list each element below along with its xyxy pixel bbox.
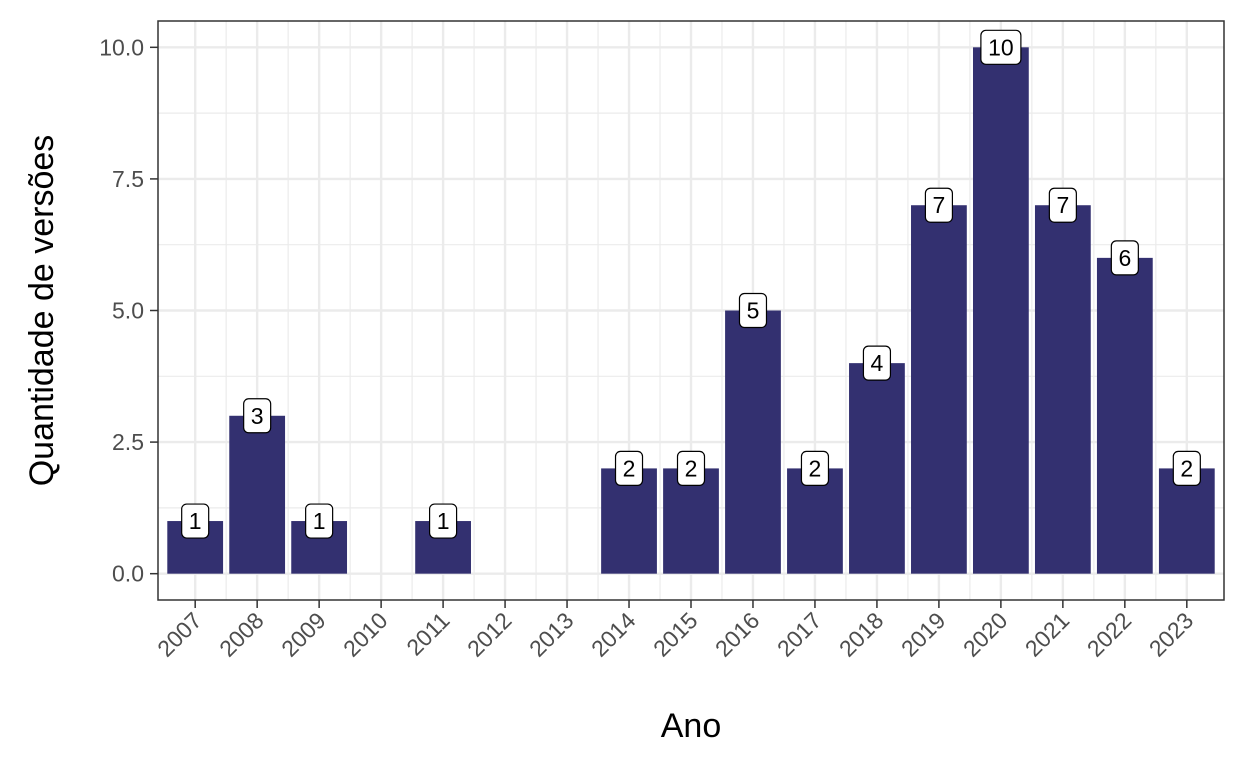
bar-label-2017: 2 <box>800 450 830 487</box>
bar-2008 <box>229 415 286 574</box>
bar-2022 <box>1096 257 1153 574</box>
bar-label-value: 2 <box>623 455 636 481</box>
y-axis-title: Quantidade de versões <box>23 135 61 487</box>
bar-label-value: 2 <box>809 455 822 481</box>
bar-label-2016: 5 <box>738 292 768 329</box>
bar-label-2018: 4 <box>862 345 892 381</box>
x-axis-title: Ano <box>661 707 722 745</box>
bar-label-value: 1 <box>437 508 450 534</box>
bar-label-value: 10 <box>988 34 1014 60</box>
bar-label-2019: 7 <box>924 187 954 223</box>
bar-labels: 1 3 1 1 2 2 5 2 4 7 10 7 6 2 <box>181 29 1201 539</box>
bar-label-2021: 7 <box>1048 187 1077 223</box>
y-tick-label: 10.0 <box>99 34 144 60</box>
bar-label-value: 1 <box>313 508 326 534</box>
bar-label-value: 2 <box>685 455 698 481</box>
bar-label-2008: 3 <box>243 398 272 434</box>
bar-label-box <box>862 345 892 381</box>
bar-label-2022: 6 <box>1110 240 1139 276</box>
bar-2019 <box>911 205 967 574</box>
bar-label-box <box>305 503 334 539</box>
bar-label-2020: 10 <box>980 29 1022 65</box>
bar-label-box <box>428 503 458 539</box>
bar-label-box <box>676 450 706 487</box>
bar-label-box <box>1110 240 1139 276</box>
bar-label-2009: 1 <box>305 503 334 539</box>
bar-label-box <box>924 187 954 223</box>
bar-label-2014: 2 <box>614 450 644 487</box>
bar-label-box <box>1172 450 1201 487</box>
bar-label-box <box>1048 187 1077 223</box>
bar-label-box <box>614 450 644 487</box>
bar-label-2011: 1 <box>428 503 458 539</box>
bar-label-value: 7 <box>1056 192 1069 218</box>
bar-label-value: 3 <box>251 403 264 429</box>
bar-label-value: 4 <box>871 350 884 376</box>
bar-2016 <box>725 310 781 574</box>
bar-label-value: 6 <box>1118 245 1131 271</box>
bar-label-2007: 1 <box>181 503 210 539</box>
bar-label-value: 1 <box>189 508 202 534</box>
bar-label-box <box>243 398 272 434</box>
y-tick-label: 2.5 <box>112 429 144 455</box>
bar-label-box <box>800 450 830 487</box>
bar-label-value: 2 <box>1180 455 1193 481</box>
bar-label-box <box>738 292 768 329</box>
bar-label-2023: 2 <box>1172 450 1201 487</box>
bar-2018 <box>849 363 905 574</box>
bar-label-2015: 2 <box>676 450 706 487</box>
y-tick-label: 0.0 <box>112 561 144 587</box>
bar-label-box <box>980 29 1022 65</box>
bar-label-value: 5 <box>747 298 760 324</box>
bar-2020 <box>972 47 1029 574</box>
bar-2021 <box>1034 205 1091 574</box>
bars <box>167 47 1215 574</box>
bar-label-box <box>181 503 210 539</box>
y-tick-label: 5.0 <box>112 298 144 324</box>
y-tick-label: 7.5 <box>112 166 144 192</box>
bar-label-value: 7 <box>933 192 946 218</box>
